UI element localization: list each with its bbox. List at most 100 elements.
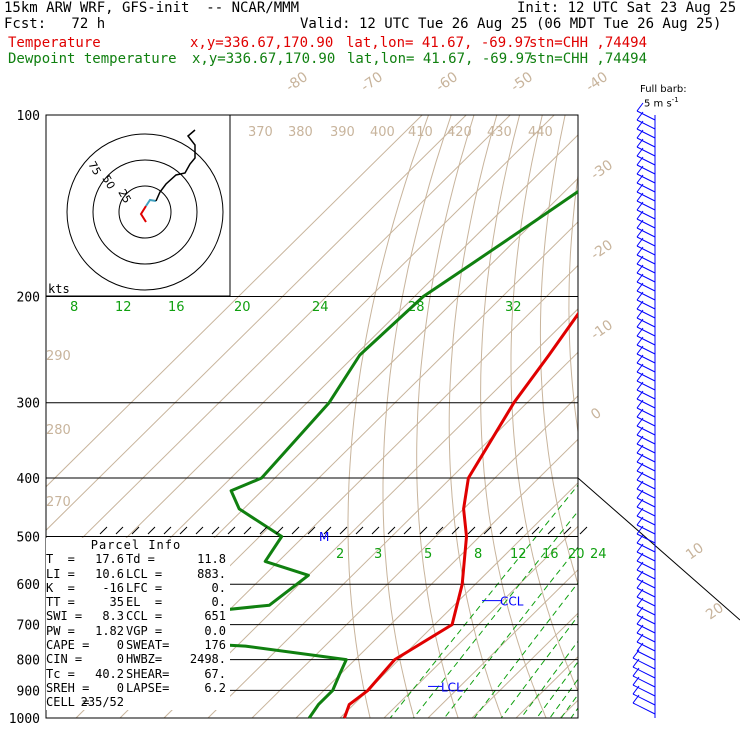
parcel-k2: LFC =: [126, 580, 163, 595]
parcel-k1: TT =: [46, 595, 75, 610]
barb-key-line2: 5 m s: [644, 98, 672, 110]
parcel-k2: [124, 695, 184, 709]
wind-barb: [632, 649, 656, 670]
dry-adiabat-line: [724, 115, 740, 718]
temperature-tick-20: 20: [703, 600, 727, 623]
dewpoint-station: stn=CHH ,74494: [529, 51, 648, 67]
mixing-ratio-line: [500, 615, 578, 719]
parcel-row: K = -16 LFC = 0.: [46, 581, 230, 595]
hatch-mark: [355, 526, 364, 535]
hodograph-ring: [66, 133, 224, 291]
parcel-info-panel: Parcel Info T = 17.6 Td = 11.8 LI = 10.6 LCL =…: [46, 538, 230, 710]
pressure-label-500: 500: [17, 530, 40, 545]
hatch-mark: [531, 526, 540, 535]
wind-barb: [636, 300, 656, 319]
parcel-k2: CCL =: [126, 609, 163, 624]
hatch-mark: [403, 526, 412, 535]
hatch-mark: [419, 526, 428, 535]
theta-label-400: 400: [370, 125, 395, 140]
wind-barb: [636, 147, 656, 166]
wind-barb: [632, 694, 656, 715]
parcel-row: T = 17.6 Td = 11.8: [46, 552, 230, 566]
dewpoint-profile: [46, 189, 578, 719]
mixing-ratio-line: [560, 693, 578, 719]
dry-adiabat-line: [347, 115, 429, 719]
hatch-mark: [435, 526, 444, 535]
parcel-k1: SREH =: [46, 680, 90, 695]
mixing-ratio-line: [389, 484, 578, 719]
parcel-k1: CAPE =: [46, 638, 90, 653]
dry-adiabat-line: [675, 115, 740, 718]
wind-barb: [636, 309, 656, 328]
hodograph-ring: [118, 185, 172, 239]
wind-barb: [636, 228, 656, 247]
wind-barb: [636, 363, 656, 382]
parcel-v1: 0: [116, 652, 124, 667]
hodograph-unit: kts: [48, 282, 70, 296]
hatch-mark: [483, 526, 492, 535]
wind-barb: [636, 381, 656, 400]
wind-barb: [636, 237, 656, 256]
wind-barb: [636, 588, 656, 607]
wind-barb: [636, 417, 656, 436]
hatch-mark: [195, 526, 204, 535]
parcel-row: CELL = 235/52: [46, 695, 230, 709]
wind-barb: [636, 480, 656, 499]
isotherm-line: [251, 395, 578, 719]
wind-barb: [636, 354, 656, 373]
wind-barb: [636, 606, 656, 625]
parcel-v1: 1.82: [95, 623, 124, 638]
parcel-v1: 8.3: [102, 609, 124, 624]
m-label: M: [319, 530, 329, 544]
frame-diagonal: [577, 477, 740, 621]
ccl-label: CCL: [500, 595, 524, 609]
wind-barb: [636, 129, 656, 148]
wind-barb: [636, 570, 656, 589]
hatch-mark: [259, 526, 268, 535]
hatch-mark: [563, 526, 572, 535]
dry-adiabat-line: [539, 115, 578, 586]
theta-label-440: 440: [528, 125, 553, 140]
wind-barb: [632, 658, 656, 679]
wind-barb: [636, 552, 656, 571]
parcel-v2: 0.: [211, 595, 226, 610]
parcel-k1: LI =: [46, 566, 75, 581]
wind-barb: [636, 579, 656, 598]
mixing-ratio-line: [520, 640, 578, 719]
wind-barb: [636, 318, 656, 337]
mixratio-label-upper-20: 20: [234, 300, 251, 315]
model-title: 15km ARW WRF, GFS-init -- NCAR/MMM: [4, 0, 300, 16]
hodograph-trace-mid: [145, 198, 157, 207]
hatch-mark: [163, 526, 172, 535]
parcel-v1: 0: [116, 638, 124, 653]
theta-label-430: 430: [487, 125, 512, 140]
parcel-k1: SWI =: [46, 609, 83, 624]
theta-left-label-290: 290: [46, 349, 71, 364]
mixratio-label-upper-32: 32: [505, 300, 522, 315]
wind-barb: [636, 120, 656, 139]
parcel-v2: 67.: [204, 666, 226, 681]
isotherm-line: [163, 308, 578, 719]
theta-label-420: 420: [447, 125, 472, 140]
wind-barb: [636, 453, 656, 472]
parcel-k1: PW =: [46, 623, 75, 638]
wind-barb: [636, 642, 656, 661]
temperature-tick--70: -70: [358, 69, 386, 95]
hatch-mark: [99, 526, 108, 535]
isotherm-line: [339, 482, 578, 719]
dewpoint-latlon: lat,lon= 41.67, -69.97: [347, 51, 533, 67]
parcel-row: SREH = 0 LAPSE= 6.2: [46, 681, 230, 695]
hatch-mark: [467, 526, 476, 535]
parcel-v2: 176: [204, 638, 226, 653]
parcel-v2: [184, 695, 226, 709]
hodograph-ring: [92, 159, 198, 265]
temperature-legend-label: Temperature: [8, 35, 101, 51]
theta-label-370: 370: [248, 125, 273, 140]
wind-barb: [636, 426, 656, 445]
isotherm-line: [46, 115, 511, 575]
hatch-mark: [115, 526, 124, 535]
hatch-mark: [147, 526, 156, 535]
wind-barb: [632, 676, 656, 697]
temperature-tick--50: -50: [508, 69, 536, 95]
dry-adiabat-line: [382, 115, 452, 719]
